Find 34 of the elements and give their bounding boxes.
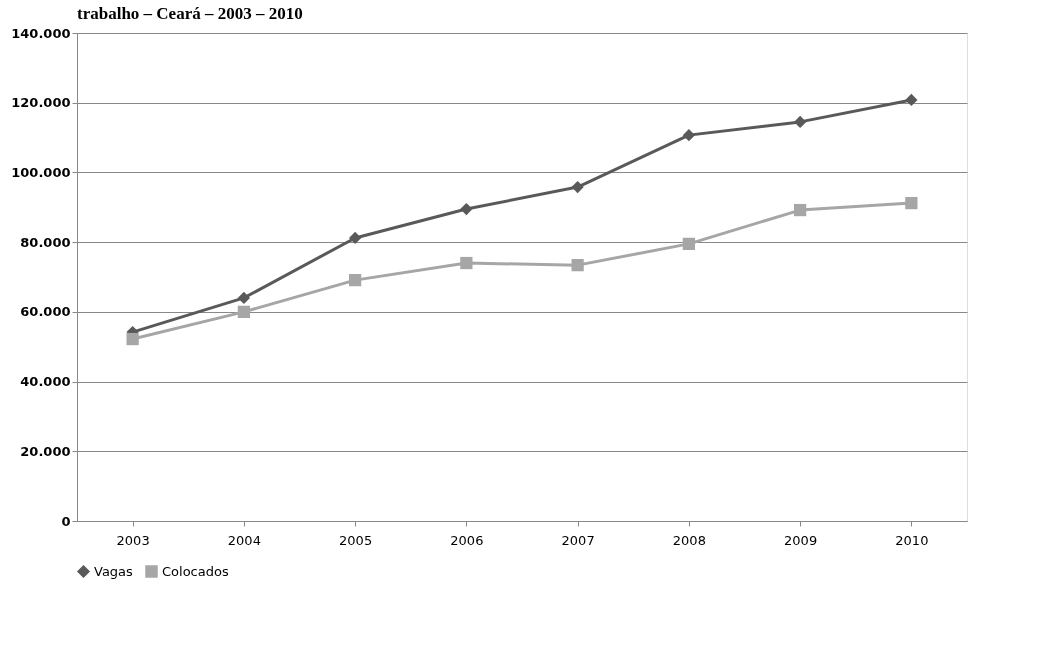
y-tick-label: 80.000: [20, 234, 71, 250]
point: [460, 202, 473, 216]
x-tick-label: 2009: [784, 532, 818, 548]
point: [349, 274, 362, 287]
point: [794, 203, 807, 217]
point: [682, 237, 695, 251]
y-tick-label: 60.000: [20, 304, 71, 320]
point: [237, 305, 250, 318]
chart-title: trabalho – Ceará – 2003 – 2010: [77, 4, 303, 23]
legend-label: Vagas: [94, 563, 134, 579]
y-tick-label: 20.000: [20, 443, 71, 459]
y-tick-label: 100.000: [11, 164, 71, 180]
point: [237, 291, 250, 305]
point: [794, 115, 807, 129]
point: [682, 129, 695, 142]
x-tick-label: 2010: [895, 532, 929, 548]
point: [571, 259, 584, 272]
x-tick-label: 2006: [450, 532, 484, 548]
x-tick-label: 2003: [116, 532, 150, 548]
y-tick-label: 140.000: [11, 25, 71, 41]
point: [571, 180, 584, 194]
x-tick-label: 2004: [227, 532, 261, 548]
y-tick-label: 40.000: [20, 374, 71, 390]
y-tick-label: 0: [61, 513, 71, 529]
point: [126, 332, 139, 346]
point: [349, 231, 362, 245]
x-tick-label: 2008: [672, 532, 706, 548]
x-tick-label: 2005: [339, 532, 373, 548]
legend-label: Colocados: [162, 563, 229, 579]
point: [905, 93, 918, 107]
point: [905, 196, 918, 210]
point: [460, 256, 473, 270]
y-tick-label: 120.000: [11, 95, 71, 111]
x-tick-label: 2007: [561, 532, 595, 548]
